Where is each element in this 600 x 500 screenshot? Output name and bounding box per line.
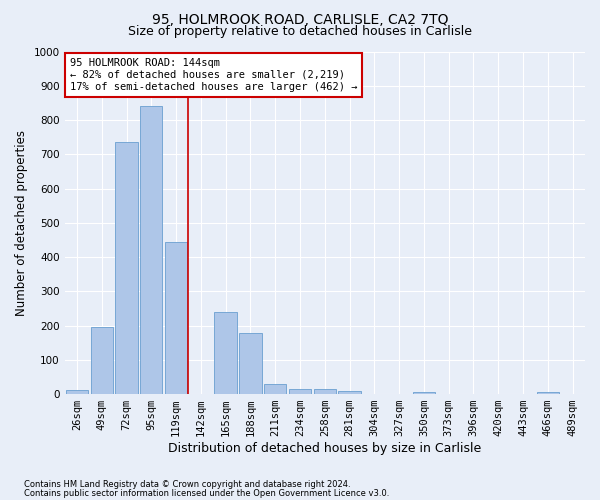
Bar [239,333,262,394]
Bar [338,392,361,394]
Bar [165,242,187,394]
Bar [264,384,286,394]
X-axis label: Distribution of detached houses by size in Carlisle: Distribution of detached houses by size … [168,442,481,455]
Text: 95 HOLMROOK ROAD: 144sqm
← 82% of detached houses are smaller (2,219)
17% of sem: 95 HOLMROOK ROAD: 144sqm ← 82% of detach… [70,58,357,92]
Bar [536,392,559,394]
Bar [289,388,311,394]
Text: 95, HOLMROOK ROAD, CARLISLE, CA2 7TQ: 95, HOLMROOK ROAD, CARLISLE, CA2 7TQ [152,12,448,26]
Y-axis label: Number of detached properties: Number of detached properties [15,130,28,316]
Bar [314,390,336,394]
Bar [115,142,137,394]
Bar [140,106,163,394]
Text: Size of property relative to detached houses in Carlisle: Size of property relative to detached ho… [128,25,472,38]
Bar [91,328,113,394]
Text: Contains HM Land Registry data © Crown copyright and database right 2024.: Contains HM Land Registry data © Crown c… [24,480,350,489]
Bar [66,390,88,394]
Text: Contains public sector information licensed under the Open Government Licence v3: Contains public sector information licen… [24,488,389,498]
Bar [413,392,435,394]
Bar [214,312,237,394]
